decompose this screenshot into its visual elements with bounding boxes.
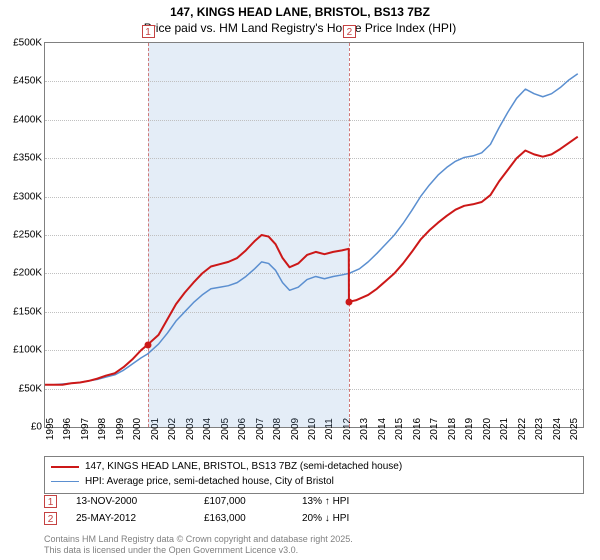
y-axis-tick-label: £400K [13, 114, 45, 125]
chart-title-line2: Price paid vs. HM Land Registry's House … [0, 20, 600, 36]
attribution-block: Contains HM Land Registry data © Crown c… [44, 534, 584, 557]
y-axis-tick-label: £300K [13, 191, 45, 202]
sale-price: £107,000 [204, 496, 294, 507]
series-hpi [45, 74, 578, 385]
y-axis-tick-label: £350K [13, 153, 45, 164]
sale-marker: 2 [44, 512, 57, 525]
series-svg [45, 43, 583, 427]
sales-table: 1 13-NOV-2000 £107,000 13% ↑ HPI 2 25-MAY-201… [44, 493, 584, 527]
legend-row-hpi: HPI: Average price, semi-detached house,… [51, 475, 577, 490]
y-axis-tick-label: £0 [31, 422, 45, 433]
chart-title-block: 147, KINGS HEAD LANE, BRISTOL, BS13 7BZ … [0, 0, 600, 36]
sale-delta: 13% ↑ HPI [302, 496, 442, 507]
sale-marker: 2 [343, 25, 356, 38]
y-axis-tick-label: £500K [13, 38, 45, 49]
sale-delta: 20% ↓ HPI [302, 513, 442, 524]
legend-row-property: 147, KINGS HEAD LANE, BRISTOL, BS13 7BZ … [51, 460, 577, 475]
sales-row: 1 13-NOV-2000 £107,000 13% ↑ HPI [44, 493, 584, 510]
chart-legend: 147, KINGS HEAD LANE, BRISTOL, BS13 7BZ … [44, 456, 584, 494]
sale-point [144, 341, 151, 348]
attribution-line2: This data is licensed under the Open Gov… [44, 545, 584, 556]
sale-marker: 1 [44, 495, 57, 508]
sale-date: 25-MAY-2012 [76, 513, 196, 524]
y-axis-tick-label: £200K [13, 268, 45, 279]
legend-label-hpi: HPI: Average price, semi-detached house,… [85, 475, 334, 490]
sale-point [345, 298, 352, 305]
y-axis-tick-label: £50K [19, 383, 45, 394]
legend-swatch-property [51, 466, 79, 468]
chart-title-line1: 147, KINGS HEAD LANE, BRISTOL, BS13 7BZ [0, 4, 600, 20]
legend-label-property: 147, KINGS HEAD LANE, BRISTOL, BS13 7BZ … [85, 460, 402, 475]
sale-marker: 1 [142, 25, 155, 38]
y-axis-tick-label: £450K [13, 76, 45, 87]
sale-price: £163,000 [204, 513, 294, 524]
sales-row: 2 25-MAY-2012 £163,000 20% ↓ HPI [44, 510, 584, 527]
legend-swatch-hpi [51, 481, 79, 482]
y-axis-tick-label: £100K [13, 345, 45, 356]
sale-date: 13-NOV-2000 [76, 496, 196, 507]
y-axis-tick-label: £150K [13, 306, 45, 317]
chart-plot-area: £0£50K£100K£150K£200K£250K£300K£350K£400… [44, 42, 584, 428]
attribution-line1: Contains HM Land Registry data © Crown c… [44, 534, 584, 545]
series-property [45, 137, 578, 385]
y-axis-tick-label: £250K [13, 230, 45, 241]
